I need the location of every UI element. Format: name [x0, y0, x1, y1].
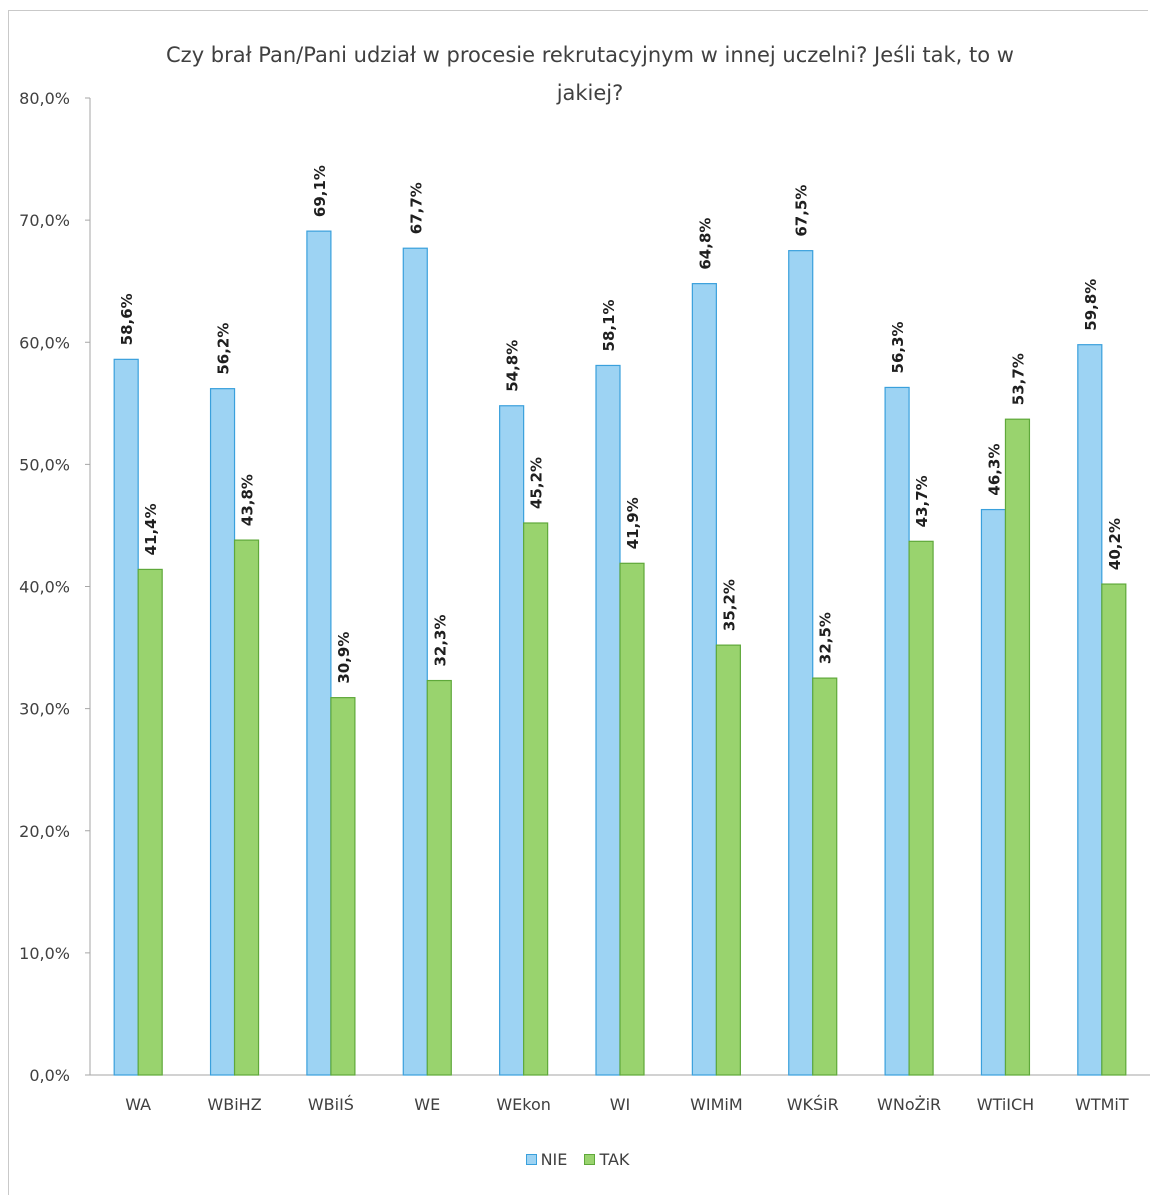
- x-tick-label: WKŚiR: [787, 1095, 839, 1114]
- x-tick-label: WBiIŚ: [308, 1095, 354, 1114]
- data-label-tak: 43,8%: [239, 474, 257, 526]
- x-tick-label: WIMiM: [690, 1095, 743, 1114]
- data-label-tak: 45,2%: [528, 457, 546, 509]
- bar-nie: [1077, 344, 1103, 1076]
- data-label-nie: 59,8%: [1082, 279, 1100, 331]
- bar-tak: [908, 540, 934, 1076]
- y-tick-label: 50,0%: [19, 455, 70, 474]
- data-label-tak: 53,7%: [1009, 353, 1027, 405]
- data-label-nie: 64,8%: [696, 218, 714, 270]
- y-tick-label: 30,0%: [19, 700, 70, 719]
- bar-nie: [884, 386, 910, 1076]
- x-tick-label: WI: [610, 1095, 631, 1114]
- chart-frame: [8, 10, 1148, 1195]
- bar-nie: [402, 247, 428, 1076]
- data-label-nie: 58,6%: [118, 293, 136, 345]
- y-tick-label: 40,0%: [19, 578, 70, 597]
- data-label-tak: 43,7%: [913, 475, 931, 527]
- x-tick-label: WNoŻiR: [877, 1095, 941, 1114]
- data-label-tak: 41,9%: [624, 497, 642, 549]
- data-label-tak: 32,5%: [817, 612, 835, 664]
- data-label-tak: 30,9%: [335, 632, 353, 684]
- bar-tak: [715, 644, 741, 1076]
- data-label-nie: 54,8%: [504, 340, 522, 392]
- data-label-tak: 32,3%: [431, 614, 449, 666]
- legend-label-tak: TAK: [599, 1150, 630, 1169]
- x-tick-label: WBiHZ: [207, 1095, 261, 1114]
- x-tick-label: WA: [125, 1095, 151, 1114]
- bar-chart: 0,0% 10,0% 20,0% 30,0% 40,0% 50,0% 60,0% 70,0% 8…: [19, 89, 1150, 1114]
- y-axis: 0,0% 10,0% 20,0% 30,0% 40,0% 50,0% 60,0% 70,0% 8…: [19, 89, 91, 1085]
- y-tick-label: 10,0%: [19, 944, 70, 963]
- bar-nie: [788, 250, 814, 1076]
- data-label-tak: 40,2%: [1106, 518, 1124, 570]
- legend-item-nie: NIE: [525, 1150, 568, 1169]
- x-tick-label: WTMiT: [1075, 1095, 1129, 1114]
- x-axis: WA WBiHZ WBiIŚ WE WEkon WI WIMiM WKŚiR WNoŻiR WTi…: [90, 1074, 1150, 1114]
- legend: NIE TAK: [0, 1150, 1155, 1169]
- bar-nie: [691, 283, 717, 1076]
- bar-tak: [619, 562, 645, 1076]
- bar-tak: [426, 679, 452, 1076]
- x-tick-label: WE: [414, 1095, 440, 1114]
- legend-item-tak: TAK: [584, 1150, 629, 1169]
- data-label-nie: 46,3%: [985, 444, 1003, 496]
- bar-nie: [499, 405, 525, 1076]
- bar-tak: [523, 522, 549, 1076]
- legend-swatch-tak: [584, 1154, 596, 1165]
- x-tick-label: WTiICH: [977, 1095, 1034, 1114]
- bar-tak: [233, 539, 260, 1076]
- data-labels: 58,6% 41,4% 56,2% 43,8% 69,1% 30,9% 67,7% 32,3%…: [118, 165, 1124, 684]
- bars: [113, 230, 1127, 1076]
- bar-nie: [306, 230, 332, 1076]
- x-tick-label: WEkon: [496, 1095, 551, 1114]
- bar-nie: [980, 508, 1007, 1076]
- bar-tak: [137, 568, 163, 1076]
- bar-tak: [330, 697, 356, 1076]
- bar-nie: [113, 358, 139, 1076]
- bar-nie: [209, 388, 236, 1076]
- y-tick-label: 70,0%: [19, 211, 70, 230]
- data-label-nie: 56,3%: [889, 321, 907, 373]
- chart-title: Czy brał Pan/Pani udział w procesie rekr…: [166, 43, 1014, 105]
- y-tick-label: 60,0%: [19, 333, 70, 352]
- data-label-tak: 41,4%: [142, 503, 160, 555]
- bar-tak: [1004, 418, 1031, 1076]
- bar-nie: [595, 364, 621, 1076]
- data-label-tak: 35,2%: [720, 579, 738, 631]
- data-label-nie: 56,2%: [215, 323, 233, 375]
- legend-label-nie: NIE: [540, 1150, 568, 1169]
- bar-tak: [1101, 583, 1127, 1076]
- data-label-nie: 58,1%: [600, 299, 618, 351]
- legend-swatch-nie: [525, 1154, 537, 1165]
- data-label-nie: 67,5%: [793, 185, 811, 237]
- y-tick-label: 20,0%: [19, 822, 70, 841]
- y-tick-label: 80,0%: [19, 89, 70, 108]
- y-tick-label: 0,0%: [29, 1066, 70, 1085]
- data-label-nie: 69,1%: [311, 165, 329, 217]
- bar-tak: [812, 677, 838, 1076]
- data-label-nie: 67,7%: [407, 182, 425, 234]
